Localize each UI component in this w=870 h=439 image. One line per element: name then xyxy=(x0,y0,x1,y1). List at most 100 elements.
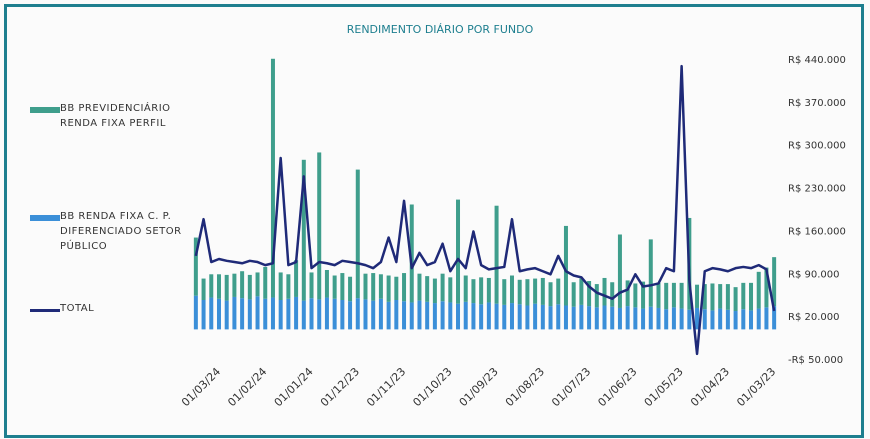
legend-swatch xyxy=(30,107,60,113)
bar xyxy=(494,303,499,330)
bar xyxy=(764,267,769,308)
bar xyxy=(494,205,499,304)
bar xyxy=(710,283,715,311)
y-tick-label: R$ 440.000 xyxy=(788,55,846,66)
bar xyxy=(332,298,337,330)
bar xyxy=(448,277,453,303)
bar xyxy=(409,302,414,330)
bar xyxy=(432,278,437,304)
bar xyxy=(710,310,715,330)
y-tick-label: -R$ 50.000 xyxy=(788,355,843,366)
bar xyxy=(294,260,299,297)
bar xyxy=(741,309,746,330)
bar xyxy=(324,270,329,298)
bar xyxy=(332,275,337,299)
x-tick-label: 01/08/23 xyxy=(503,365,547,409)
bar xyxy=(286,298,291,330)
bar xyxy=(247,299,252,330)
bar xyxy=(278,272,283,300)
bar xyxy=(486,302,491,330)
bar xyxy=(556,304,561,330)
bar xyxy=(440,301,445,330)
bar xyxy=(209,274,214,298)
bar xyxy=(540,304,545,330)
bar xyxy=(301,300,306,330)
bar xyxy=(579,304,584,330)
bar xyxy=(232,273,237,297)
bar xyxy=(394,276,399,300)
bar xyxy=(448,302,453,330)
bar xyxy=(386,275,391,302)
bar xyxy=(695,307,700,330)
bar xyxy=(725,284,730,310)
bar xyxy=(270,297,275,330)
legend-label: TOTAL xyxy=(60,303,95,314)
bar xyxy=(517,304,522,330)
bar xyxy=(309,298,314,330)
frame xyxy=(4,4,864,438)
bar xyxy=(471,303,476,330)
bar xyxy=(563,305,568,330)
bar xyxy=(286,274,291,299)
bar xyxy=(309,272,314,299)
bar xyxy=(656,307,661,330)
bar xyxy=(255,272,260,297)
x-tick-label: 01/12/23 xyxy=(318,365,362,409)
x-tick-label: 01/06/23 xyxy=(595,365,639,409)
bar xyxy=(633,307,638,330)
bar xyxy=(641,281,646,309)
bar xyxy=(679,308,684,330)
bar xyxy=(509,303,514,330)
bar xyxy=(664,282,669,310)
bar xyxy=(718,284,723,309)
bar xyxy=(340,273,345,300)
x-tick-label: 01/02/24 xyxy=(225,365,269,409)
bar xyxy=(625,306,630,330)
x-tick-label: 01/09/23 xyxy=(457,365,501,409)
x-tick-label: 01/04/23 xyxy=(688,365,732,409)
legend-label: BB PREVIDENCIÁRIO RENDA FIXA PERFIL xyxy=(60,103,171,129)
bar xyxy=(749,282,754,311)
bar xyxy=(278,300,283,330)
y-tick-label: R$ 20.000 xyxy=(788,312,839,323)
bar xyxy=(556,278,561,305)
bar xyxy=(533,278,538,304)
bar xyxy=(625,280,630,307)
bar xyxy=(579,278,584,305)
bar xyxy=(224,300,229,330)
y-tick-label: R$ 160.000 xyxy=(788,226,846,237)
bar xyxy=(749,310,754,330)
bar xyxy=(479,277,484,305)
bar xyxy=(764,307,769,330)
bar xyxy=(741,282,746,310)
y-tick-label: R$ 230.000 xyxy=(788,184,846,195)
bar xyxy=(417,273,422,301)
bar xyxy=(733,287,738,312)
bar xyxy=(456,303,461,330)
bar xyxy=(324,297,329,330)
bar xyxy=(216,298,221,330)
bar xyxy=(540,277,545,305)
bar xyxy=(270,58,275,298)
bar xyxy=(702,284,707,310)
bar xyxy=(456,199,461,304)
bar xyxy=(363,273,368,300)
bar xyxy=(193,295,198,330)
bar xyxy=(486,277,491,303)
bar xyxy=(525,279,530,306)
bar xyxy=(409,204,414,303)
bar xyxy=(471,279,476,304)
y-tick-label: R$ 370.000 xyxy=(788,98,846,109)
bar xyxy=(317,152,322,300)
bar xyxy=(232,296,237,330)
x-tick-label: 01/07/23 xyxy=(549,365,593,409)
bar xyxy=(594,284,599,308)
bar xyxy=(394,300,399,330)
legend-swatch xyxy=(30,215,60,221)
bar xyxy=(571,306,576,330)
bar xyxy=(425,276,430,302)
bar xyxy=(193,237,198,296)
x-tick-label: 01/10/23 xyxy=(410,365,454,409)
bar xyxy=(240,271,245,299)
